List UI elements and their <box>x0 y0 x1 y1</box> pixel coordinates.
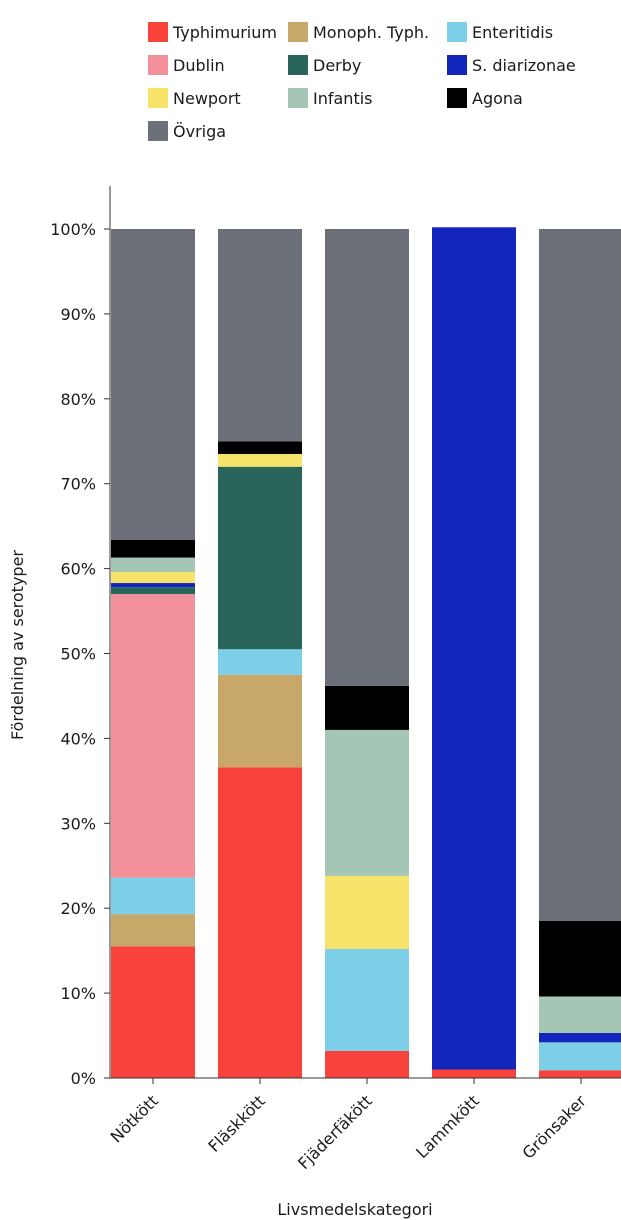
bar-segment-typhimurium <box>432 1069 516 1078</box>
x-axis: Nötkött Fläskkött Fjäderfäkött Lammkött Grön… <box>107 1077 621 1173</box>
legend-item-derby: Derby <box>288 55 361 75</box>
bar-segment-agona <box>218 441 302 454</box>
x-tick-label: Fjäderfäkött <box>294 1091 376 1173</box>
bar-segment-newport <box>218 453 302 467</box>
y-tick-label: 80% <box>60 390 96 409</box>
legend-item-ovriga: Övriga <box>148 121 226 141</box>
bar-segment-enteritidis <box>539 1042 621 1071</box>
bar-segment-newport <box>111 571 195 584</box>
bar-segment-ovriga <box>111 229 195 540</box>
x-tick-label: Fläskkött <box>204 1091 268 1155</box>
bar-segment-agona <box>539 920 621 997</box>
legend-swatch <box>288 55 308 75</box>
legend-swatch <box>447 88 467 108</box>
bar-fjaderfakott <box>325 229 409 1078</box>
legend-item-newport: Newport <box>148 88 241 108</box>
bar-segment-infantis <box>325 729 409 876</box>
legend-item-infantis: Infantis <box>288 88 373 108</box>
legend-swatch <box>288 88 308 108</box>
bar-segment-monoph-typh <box>111 914 195 947</box>
legend-label: S. diarizonae <box>472 56 576 75</box>
legend-item-typhimurium: Typhimurium <box>148 22 277 42</box>
bar-segment-ovriga <box>218 229 302 442</box>
legend-label: Dublin <box>173 56 225 75</box>
bar-segment-monoph-typh <box>218 674 302 768</box>
legend-label: Monoph. Typh. <box>313 23 429 42</box>
y-tick-label: 30% <box>60 814 96 833</box>
legend-swatch <box>148 22 168 42</box>
bar-segment-dublin <box>111 594 195 878</box>
y-tick-label: 20% <box>60 899 96 918</box>
bar-segment-ovriga <box>539 229 621 921</box>
y-tick-label: 10% <box>60 984 96 1003</box>
bar-notkott <box>111 229 195 1078</box>
legend-item-monoph-typh: Monoph. Typh. <box>288 22 429 42</box>
bar-segment-derby <box>218 466 302 650</box>
x-tick-label: Grönsaker <box>519 1091 591 1163</box>
bar-segment-typhimurium <box>539 1070 621 1078</box>
legend-swatch <box>447 22 467 42</box>
legend: Typhimurium Monoph. Typh. Enteritidis Dubli… <box>148 22 576 141</box>
y-tick-label: 0% <box>71 1069 96 1088</box>
bar-segment-typhimurium <box>218 767 302 1078</box>
legend-swatch <box>148 88 168 108</box>
legend-label: Newport <box>173 89 241 108</box>
legend-swatch <box>288 22 308 42</box>
bar-segment-derby <box>111 587 195 595</box>
y-tick-label: 50% <box>60 645 96 664</box>
bar-segment-enteritidis <box>218 649 302 675</box>
x-tick-label: Lammkött <box>412 1091 483 1162</box>
legend-label: Enteritidis <box>472 23 553 42</box>
legend-item-s-diarizonae: S. diarizonae <box>447 55 576 75</box>
bar-segment-typhimurium <box>111 946 195 1078</box>
bar-flaskkott <box>218 229 302 1078</box>
bar-segment-infantis <box>111 557 195 572</box>
bar-segment-ovriga <box>325 229 409 686</box>
legend-swatch <box>148 121 168 141</box>
legend-label: Agona <box>472 89 523 108</box>
bars <box>111 227 621 1078</box>
legend-swatch <box>148 55 168 75</box>
legend-label: Typhimurium <box>172 23 277 42</box>
legend-swatch <box>447 55 467 75</box>
legend-item-agona: Agona <box>447 88 523 108</box>
y-tick-label: 90% <box>60 305 96 324</box>
y-tick-label: 100% <box>50 220 96 239</box>
legend-label: Övriga <box>173 122 226 141</box>
y-tick-label: 60% <box>60 560 96 579</box>
bar-lammkott <box>432 227 516 1078</box>
y-axis: 0% 10% 20% 30% 40% 50% 60% 70% 80% 90% 100% <box>50 186 111 1088</box>
y-tick-label: 40% <box>60 729 96 748</box>
bar-segment-typhimurium <box>325 1050 409 1078</box>
y-tick-label: 70% <box>60 475 96 494</box>
bar-segment-enteritidis <box>325 948 409 1051</box>
bar-segment-infantis <box>539 996 621 1034</box>
legend-item-dublin: Dublin <box>148 55 225 75</box>
bar-gronsaker <box>539 229 621 1078</box>
legend-label: Infantis <box>313 89 373 108</box>
bar-segment-s-diarizonae <box>432 227 516 1070</box>
legend-label: Derby <box>313 56 361 75</box>
y-axis-title: Fördelning av serotyper <box>8 550 27 740</box>
x-axis-title: Livsmedelskategori <box>277 1200 432 1219</box>
legend-item-enteritidis: Enteritidis <box>447 22 553 42</box>
bar-segment-newport <box>325 875 409 949</box>
bar-segment-s-diarizonae <box>539 1033 621 1043</box>
bar-segment-agona <box>325 685 409 730</box>
bar-segment-agona <box>111 539 195 558</box>
bar-segment-enteritidis <box>111 877 195 915</box>
x-tick-label: Nötkött <box>107 1091 162 1146</box>
bar-segment-s-diarizonae <box>111 583 195 588</box>
